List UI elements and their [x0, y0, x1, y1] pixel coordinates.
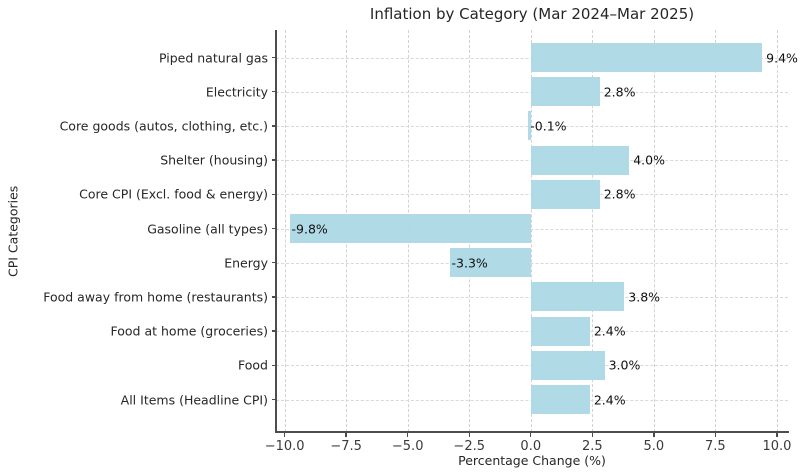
- x-tick-mark: [591, 433, 593, 437]
- x-tick-mark: [653, 433, 655, 437]
- y-axis-label: CPI Categories: [5, 185, 21, 277]
- y-tick-label: Core goods (autos, clothing, etc.): [59, 118, 268, 134]
- gridline-y: [276, 125, 788, 127]
- y-tick-label: Shelter (housing): [160, 152, 268, 168]
- bar-core-cpi-excl-food-energy: [530, 179, 600, 209]
- bar-electricity: [530, 77, 600, 107]
- y-tick-label: Energy: [224, 255, 268, 271]
- y-tick-label: Electricity: [205, 84, 268, 100]
- bar-shelter-housing: [530, 145, 630, 175]
- bar-value-label: 9.4%: [766, 50, 798, 65]
- gridline-x--10: [284, 30, 286, 432]
- x-tick-mark: [406, 433, 409, 437]
- bar-piped-natural-gas: [530, 43, 763, 72]
- bar-value-label: 3.0%: [608, 357, 641, 373]
- y-tick-label: Food at home (groceries): [110, 323, 268, 339]
- y-tick-mark: [272, 398, 276, 401]
- bar-gasoline-all-types: [289, 214, 531, 243]
- bar-value-label: 2.4%: [593, 323, 626, 339]
- bar-food: [530, 350, 605, 380]
- y-tick-label: All Items (Headline CPI): [120, 392, 268, 407]
- x-tick-label: 5.0: [643, 439, 665, 454]
- x-tick-mark: [530, 433, 532, 437]
- y-tick-mark: [272, 330, 276, 332]
- x-tick-label: 2.5: [581, 439, 603, 454]
- bar-food-at-home-groceries: [530, 316, 590, 346]
- x-tick-label: 10.0: [762, 439, 792, 454]
- y-tick-label: Core CPI (Excl. food & energy): [79, 186, 268, 202]
- y-tick-mark: [272, 159, 276, 161]
- x-tick-label: −5.0: [391, 439, 424, 454]
- y-tick-mark: [272, 125, 276, 127]
- gridline-x-0: [530, 30, 532, 432]
- x-tick-label: −10.0: [264, 439, 305, 454]
- y-tick-mark: [272, 193, 276, 195]
- y-tick-label: Food away from home (restaurants): [43, 289, 268, 305]
- y-tick-mark: [272, 91, 276, 93]
- gridline-x-7.5: [715, 30, 717, 432]
- bar-value-label: 3.8%: [628, 289, 661, 305]
- y-axis-spine: [275, 30, 277, 432]
- bar-value-label: -0.1%: [530, 118, 567, 134]
- y-tick-mark: [272, 364, 276, 366]
- x-axis-spine: [275, 431, 789, 433]
- bar-value-label: 4.0%: [633, 152, 665, 168]
- x-tick-label: −2.5: [453, 439, 486, 454]
- y-tick-label: Gasoline (all types): [147, 221, 268, 236]
- gridline-x-10: [776, 30, 778, 432]
- y-tick-mark: [272, 227, 276, 230]
- bar-core-goods-autos-clothing-etc: [528, 111, 531, 141]
- gridline-x-2.5: [592, 30, 594, 432]
- gridline-x-5: [653, 30, 655, 432]
- bar-value-label: 2.4%: [593, 392, 626, 407]
- x-axis-label: Percentage Change (%): [458, 453, 606, 468]
- x-tick-label: 7.5: [705, 439, 726, 454]
- bar-food-away-from-home-restaurants: [530, 282, 625, 312]
- bar-value-label: -9.8%: [291, 221, 328, 236]
- bar-energy: [449, 248, 531, 278]
- x-tick-label: −7.5: [330, 439, 362, 454]
- y-tick-label: Food: [238, 357, 268, 373]
- x-tick-label: 0.0: [520, 439, 542, 454]
- gridline-y: [276, 228, 788, 230]
- bar-value-label: 2.8%: [603, 84, 636, 100]
- x-tick-mark: [468, 433, 470, 437]
- gridline-y: [276, 262, 788, 264]
- y-tick-label: Piped natural gas: [158, 50, 268, 65]
- y-tick-mark: [272, 56, 276, 59]
- plot-area: 9.4% 2.8% -0.1% 4.0% 2.8% -9.8% -3.3% 3.8% 2.4% 3…: [43, 30, 798, 454]
- x-tick-mark: [776, 433, 778, 437]
- bar-value-label: 2.8%: [603, 186, 636, 202]
- y-tick-mark: [272, 262, 276, 264]
- x-tick-mark: [345, 433, 347, 437]
- y-tick-mark: [272, 296, 276, 298]
- bar-value-label: -3.3%: [451, 255, 488, 271]
- x-tick-mark: [283, 433, 286, 437]
- x-tick-mark: [714, 433, 717, 437]
- bar-all-items-headline-cpi: [530, 385, 590, 414]
- chart-title: Inflation by Category (Mar 2024–Mar 2025…: [369, 5, 695, 23]
